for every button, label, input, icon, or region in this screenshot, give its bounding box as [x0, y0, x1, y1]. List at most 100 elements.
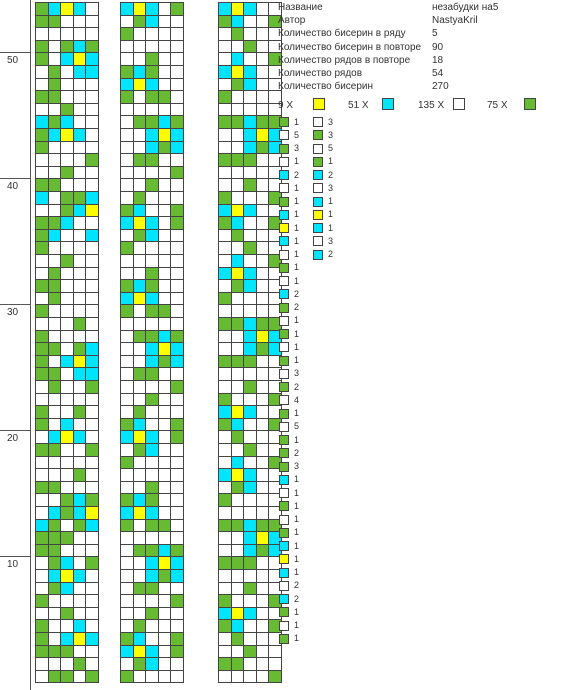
bead-cell	[72, 317, 87, 331]
bead-cell	[145, 90, 159, 104]
bead-cell	[170, 128, 184, 142]
bead-cell	[218, 468, 232, 482]
bead-cell	[157, 619, 172, 633]
bead-cell	[47, 140, 62, 155]
bead-cell	[47, 531, 62, 545]
bead-cell	[145, 342, 159, 356]
sequence-swatch	[279, 620, 289, 631]
bead-cell	[170, 52, 184, 66]
bead-cell	[120, 228, 134, 243]
bead-cell	[255, 417, 270, 432]
bead-cell	[243, 266, 257, 281]
sequence-count: 1	[294, 249, 300, 259]
bead-cell	[170, 543, 184, 558]
bead-cell	[170, 329, 184, 344]
sequence-swatch	[279, 501, 289, 512]
sequence-count: 1	[328, 156, 334, 167]
bead-cell	[255, 140, 270, 155]
sequence-count: 1	[328, 222, 334, 233]
bead-cell	[230, 39, 245, 54]
bead-cell	[170, 556, 184, 570]
bead-cell	[35, 317, 49, 331]
bead-cell	[85, 468, 99, 482]
bead-cell	[157, 90, 172, 104]
bead-cell	[243, 581, 257, 596]
bead-cell	[170, 468, 184, 482]
bead-cell	[255, 291, 270, 306]
bead-cell	[120, 455, 134, 470]
bead-cell	[132, 329, 147, 344]
bead-cell	[218, 417, 232, 432]
bead-cell	[120, 581, 134, 596]
bead-cell	[47, 569, 62, 583]
bead-cell	[255, 644, 270, 659]
bead-cell	[243, 27, 257, 41]
bead-cell	[230, 115, 245, 129]
sequence-swatch	[279, 461, 289, 472]
sequence-swatch	[279, 421, 289, 432]
bead-cell	[35, 669, 49, 684]
bead-cell	[170, 619, 184, 633]
bead-cell	[230, 329, 245, 344]
bead-cell	[243, 342, 257, 356]
bead-cell	[218, 569, 232, 583]
bead-cell	[145, 443, 159, 457]
bead-cell	[170, 216, 184, 230]
bead-cell	[72, 241, 87, 255]
bead-cell	[170, 405, 184, 419]
bead-cell	[47, 228, 62, 243]
bead-cell	[35, 392, 49, 407]
bead-cell	[170, 644, 184, 659]
bead-cell	[35, 2, 49, 16]
bead-cell	[145, 606, 159, 621]
bead-cell	[35, 657, 49, 671]
bead-cell	[157, 405, 172, 419]
bead-cell	[170, 27, 184, 41]
bead-cell	[157, 392, 172, 407]
bead-cell	[132, 417, 147, 432]
bead-cell	[255, 279, 270, 293]
bead-cell	[60, 594, 74, 608]
bead-cell	[132, 493, 147, 507]
bead-cell	[255, 606, 270, 621]
sequence-swatch	[279, 355, 289, 366]
bead-cell	[35, 594, 49, 608]
bead-cell	[85, 14, 99, 29]
bead-cell	[60, 266, 74, 281]
sequence-count: 2	[328, 249, 334, 259]
bead-cell	[132, 405, 147, 419]
bead-cell	[85, 493, 99, 507]
bead-cell	[120, 153, 134, 167]
bead-cell	[120, 417, 134, 432]
bead-cell	[218, 480, 232, 495]
bead-cell	[47, 279, 62, 293]
bead-cell	[35, 165, 49, 180]
bead-cell	[60, 657, 74, 671]
bead-cell	[170, 657, 184, 671]
bead-cell	[157, 77, 172, 92]
bead-cell	[85, 115, 99, 129]
bead-cell	[268, 669, 282, 684]
bead-cell	[255, 178, 270, 192]
bead-cell	[255, 657, 270, 671]
bead-cell	[35, 556, 49, 570]
bead-cell	[47, 619, 62, 633]
bead-cell	[47, 216, 62, 230]
bead-cell	[255, 443, 270, 457]
bead-cell	[157, 543, 172, 558]
sequence-count: 1	[294, 182, 300, 193]
bead-cell	[35, 254, 49, 268]
bead-cell	[230, 581, 245, 596]
bead-cell	[47, 153, 62, 167]
bead-cell	[47, 191, 62, 205]
bead-cell	[157, 506, 172, 520]
bead-cell	[230, 178, 245, 192]
bead-cell	[120, 279, 134, 293]
bead-cell	[170, 115, 184, 129]
bead-cell	[243, 140, 257, 155]
bead-cell	[132, 39, 147, 54]
bead-cell	[120, 644, 134, 659]
bead-cell	[60, 443, 74, 457]
legend-count: 135 X	[418, 100, 445, 111]
bead-cell	[218, 342, 232, 356]
